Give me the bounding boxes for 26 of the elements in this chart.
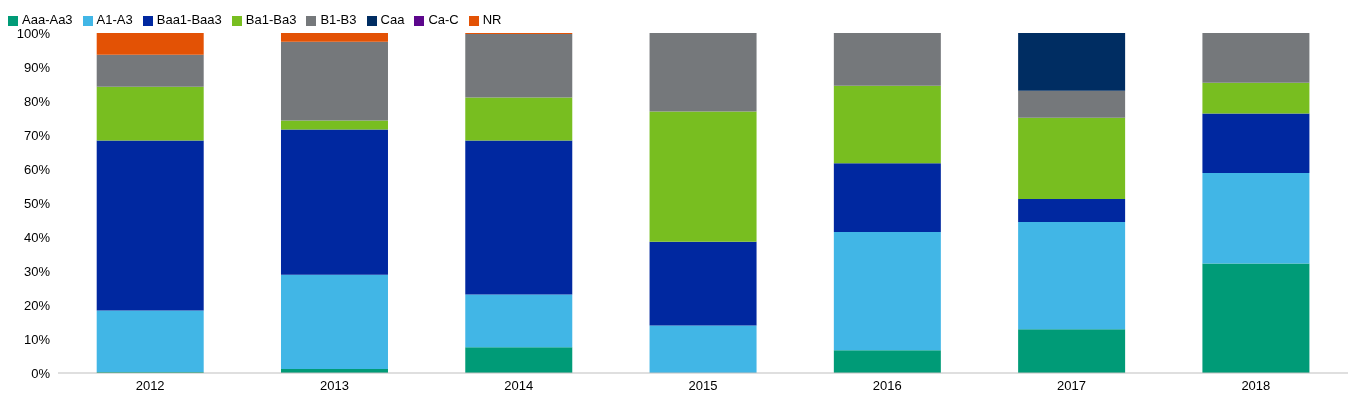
- x-tick-label: 2017: [1057, 378, 1087, 394]
- legend-label: A1-A3: [96, 12, 133, 27]
- y-tick-label: 100%: [16, 25, 51, 41]
- y-tick-label: 30%: [23, 263, 51, 279]
- x-tick-label: 2016: [872, 378, 902, 394]
- y-tick-label: 80%: [23, 93, 51, 109]
- x-tick-label: 2015: [688, 378, 718, 394]
- y-tick-label: 90%: [23, 59, 51, 75]
- y-tick-label: 0%: [31, 365, 51, 381]
- y-tick-label: 10%: [23, 331, 51, 347]
- x-tick-label: 2014: [504, 378, 534, 394]
- x-tick-label: 2012: [135, 378, 165, 394]
- x-tick-label: 2018: [1241, 378, 1271, 394]
- y-tick-label: 40%: [23, 229, 51, 245]
- y-tick-label: 50%: [23, 195, 51, 211]
- legend-label: Baa1-Baa3: [156, 12, 222, 27]
- legend-label: Ca-C: [428, 12, 459, 27]
- y-tick-label: 60%: [23, 161, 51, 177]
- y-tick-label: 20%: [23, 297, 51, 313]
- legend-label: Aaa-Aa3: [22, 12, 73, 27]
- y-tick-label: 70%: [23, 127, 51, 143]
- legend-label: Ba1-Ba3: [245, 12, 297, 27]
- legend-label: NR: [482, 12, 502, 27]
- legend-label: B1-B3: [320, 12, 357, 27]
- legend-label: Caa: [380, 12, 405, 27]
- x-tick-label: 2013: [319, 378, 349, 394]
